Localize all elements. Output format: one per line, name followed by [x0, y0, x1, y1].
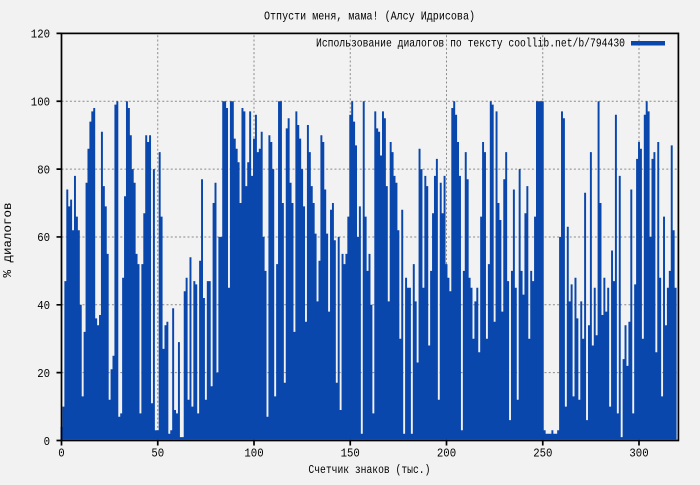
svg-text:40: 40 — [37, 299, 50, 313]
svg-text:Использование диалогов по текс: Использование диалогов по тексту coollib… — [316, 36, 625, 50]
svg-text:50: 50 — [151, 447, 164, 461]
svg-text:120: 120 — [31, 28, 50, 42]
svg-text:20: 20 — [37, 367, 50, 381]
svg-text:% диалогов: % диалогов — [1, 203, 15, 278]
svg-text:0: 0 — [58, 447, 64, 461]
svg-text:60: 60 — [37, 231, 50, 245]
svg-text:150: 150 — [341, 447, 360, 461]
svg-text:250: 250 — [533, 447, 552, 461]
svg-text:Счетчик знаков (тыс.): Счетчик знаков (тыс.) — [308, 463, 430, 477]
svg-text:300: 300 — [629, 447, 648, 461]
svg-text:0: 0 — [44, 435, 50, 449]
svg-text:100: 100 — [31, 96, 50, 110]
svg-text:Отпусти меня, мама! (Алсу Идри: Отпусти меня, мама! (Алсу Идрисова) — [264, 9, 475, 23]
svg-text:100: 100 — [244, 447, 263, 461]
svg-text:200: 200 — [437, 447, 456, 461]
svg-text:80: 80 — [37, 163, 50, 177]
